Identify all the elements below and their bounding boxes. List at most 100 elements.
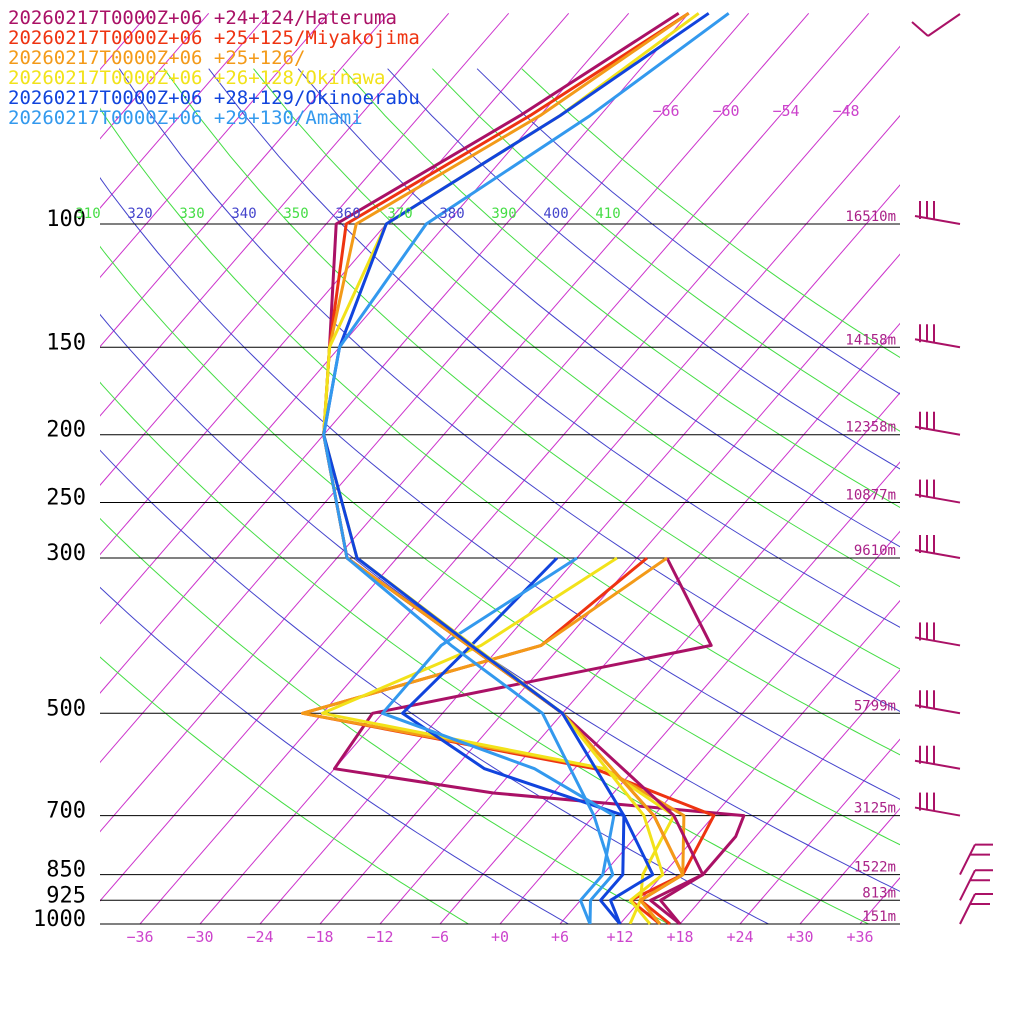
isotherm-line — [499, 461, 900, 924]
isotherm-line — [100, 12, 450, 417]
pressure-label: 850 — [46, 858, 86, 883]
dewpoint-line — [401, 556, 626, 924]
temperature-tick-label: +6 — [551, 928, 569, 946]
isotherm-line — [199, 114, 900, 924]
theta-label: 320 — [127, 206, 152, 222]
dry-adiabat-line — [253, 68, 900, 588]
height-label: 16510m — [845, 209, 896, 225]
dry-adiabat-line — [100, 245, 900, 846]
wind-barb-staff — [914, 636, 961, 647]
isotherm-grid — [0, 12, 900, 924]
wind-barb-staff — [914, 549, 961, 559]
height-label: 1522m — [854, 860, 896, 876]
wind-barb-staff — [959, 869, 976, 901]
temperature-profiles — [322, 12, 730, 926]
wind-barb — [911, 13, 961, 37]
dry-adiabat-line — [387, 68, 900, 470]
wind-barb-staff — [959, 893, 976, 925]
pressure-label: 250 — [46, 486, 86, 511]
isotherm-line — [619, 599, 900, 924]
pressure-label: 150 — [46, 330, 86, 355]
isotherm-line — [379, 322, 900, 924]
dry-adiabat-line — [521, 68, 900, 359]
wind-barb — [914, 201, 961, 225]
isotherm-top-label: −54 — [772, 102, 799, 120]
dry-adiabat-line — [100, 381, 870, 924]
isotherm-line — [0, 13, 89, 924]
height-label: 9610m — [854, 543, 896, 559]
isotherm-line — [100, 12, 750, 764]
temperature-tick-label: −6 — [431, 928, 449, 946]
isotherm-top-label: −66 — [652, 102, 679, 120]
height-label: 12358m — [845, 420, 896, 436]
isotherm-line — [100, 12, 270, 209]
temperature-tick-label: −12 — [366, 928, 393, 946]
pressure-label: 700 — [46, 799, 86, 824]
dry-adiabat-line — [100, 313, 900, 892]
legend-entry: 20260217T0000Z+06 +24+124/Hateruma — [8, 7, 397, 29]
theta-label: 360 — [335, 206, 360, 222]
isotherm-line — [100, 12, 630, 625]
isotherm-line — [559, 530, 900, 924]
dry-adiabat-line — [100, 107, 900, 756]
temperature-tick-label: −18 — [306, 928, 333, 946]
dry-adiabat-line — [118, 68, 900, 712]
dry-adiabat-line — [163, 68, 900, 670]
theta-label: 340 — [231, 206, 256, 222]
theta-label: 330 — [179, 206, 204, 222]
wind-barb-staff — [959, 844, 976, 876]
wind-barb — [959, 843, 993, 876]
wind-barb-staff — [914, 704, 961, 715]
theta-label: 350 — [283, 206, 308, 222]
wind-barb-staff — [911, 21, 929, 37]
dry-adiabat-line — [100, 449, 770, 924]
wind-barb-staff — [914, 338, 961, 349]
dewpoint-line — [381, 556, 616, 924]
theta-label: 390 — [491, 206, 516, 222]
dry-adiabat-line — [342, 68, 900, 509]
isotherm-line — [100, 12, 390, 348]
dry-adiabat-line — [208, 68, 900, 628]
height-label: 10877m — [845, 488, 896, 504]
temperature-tick-label: +18 — [666, 928, 693, 946]
temperature-line — [322, 12, 730, 925]
dry-adiabat-line — [100, 656, 470, 924]
isotherm-line — [139, 45, 900, 924]
isotherm-line — [100, 12, 330, 279]
wind-barb — [914, 745, 961, 770]
theta-label: 310 — [75, 206, 100, 222]
theta-label: 370 — [387, 206, 412, 222]
wind-barb — [914, 690, 961, 715]
pressure-label: 500 — [46, 696, 86, 721]
pressure-label: 300 — [46, 541, 86, 566]
isotherm-line — [100, 12, 690, 694]
wind-barb — [914, 479, 961, 504]
wind-barb — [914, 411, 961, 436]
wind-barbs — [911, 13, 993, 925]
wind-barb-staff — [914, 425, 961, 436]
isotherm-line — [739, 738, 900, 924]
isotherm-line — [100, 12, 810, 833]
pressure-label: 1000 — [33, 907, 86, 932]
theta-label: 380 — [439, 206, 464, 222]
height-label: 813m — [862, 885, 896, 901]
temperature-tick-label: −36 — [126, 928, 153, 946]
legend-entry: 20260217T0000Z+06 +26+128/Okinawa — [8, 67, 386, 89]
dewpoint-line — [301, 556, 716, 924]
dry-adiabat-grid — [100, 68, 900, 924]
wind-barb-staff — [927, 13, 961, 37]
temperature-tick-label: −24 — [246, 928, 273, 946]
isotherm-line — [100, 12, 150, 71]
isotherm-line — [100, 12, 870, 902]
isotherm-top-label: −60 — [712, 102, 739, 120]
legend-entry: 20260217T0000Z+06 +28+129/Okinoerabu — [8, 87, 420, 109]
pressure-label: 100 — [46, 207, 86, 232]
legend: 20260217T0000Z+06 +24+124/Hateruma 202602… — [8, 7, 420, 129]
height-label: 5799m — [854, 698, 896, 714]
dry-adiabat-line — [432, 68, 900, 432]
theta-label: 400 — [543, 206, 568, 222]
height-label: 3125m — [854, 801, 896, 817]
wind-barb — [914, 792, 961, 817]
temperature-tick-label: −30 — [186, 928, 213, 946]
